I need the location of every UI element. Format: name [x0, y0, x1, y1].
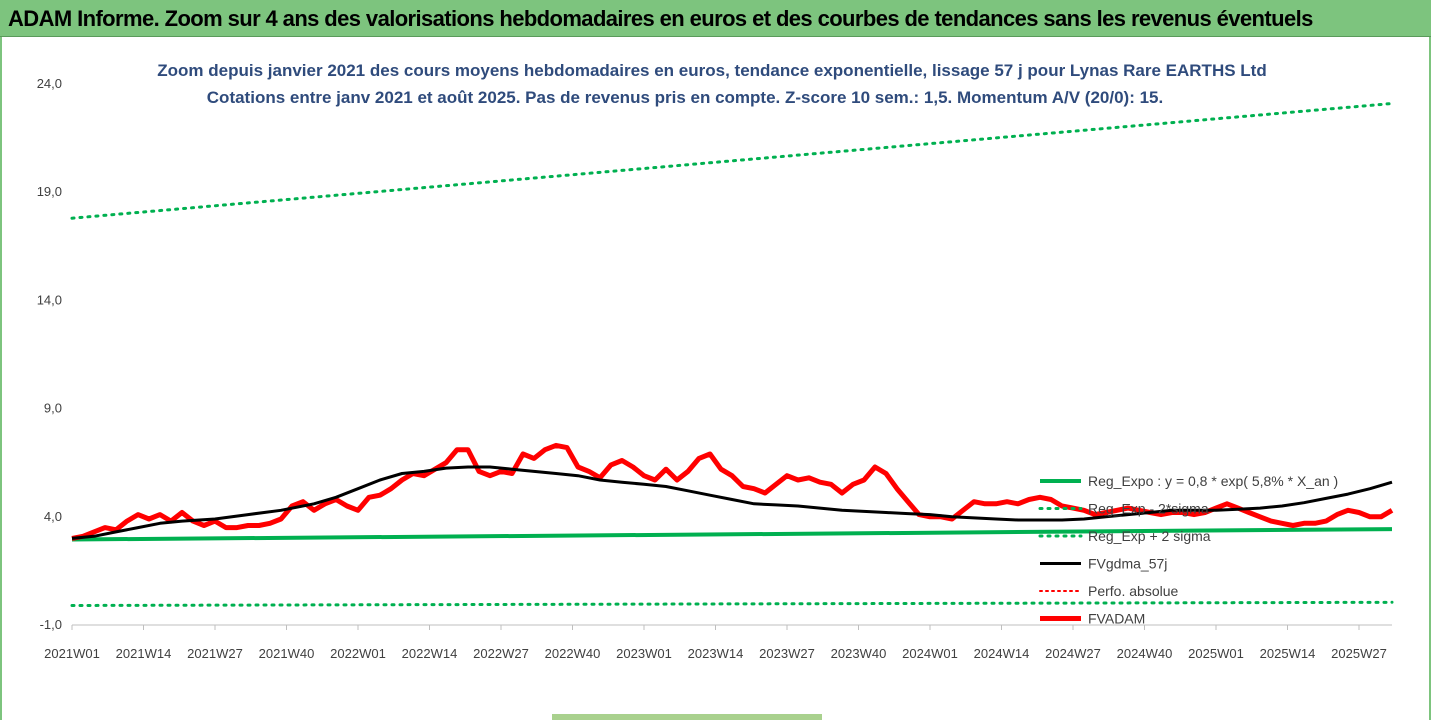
series-line-3: [70, 102, 1394, 220]
x-tick-label: 2024W40: [1117, 646, 1173, 661]
report-title: ADAM Informe. Zoom sur 4 ans des valoris…: [8, 6, 1313, 31]
chart-axes: -1,0 4,0 9,0 14,0 19,0 24,0 2021W01 2021W14 2021…: [37, 76, 1392, 661]
x-tick-label: 2021W40: [259, 646, 315, 661]
y-tick-label: 24,0: [37, 76, 62, 91]
legend-label: FVgdma_57j: [1088, 556, 1167, 572]
legend-label: Reg_Exp - 2*sigma: [1088, 501, 1209, 517]
x-tick-label: 2022W14: [402, 646, 458, 661]
series-line-4: [71, 465, 1393, 540]
x-tick-label: 2021W01: [44, 646, 100, 661]
x-tick-label: 2023W27: [759, 646, 815, 661]
chart-frame: [0, 37, 1431, 720]
y-tick-label: -1,0: [40, 617, 62, 632]
chart-legend: Reg_Expo : y = 0,8 * exp( 5,8% * X_an ) R…: [1038, 473, 1338, 627]
y-tick-label: 4,0: [44, 509, 62, 524]
report-banner: ADAM Informe. Zoom sur 4 ans des valoris…: [0, 0, 1431, 37]
x-tick-label: 2025W01: [1188, 646, 1244, 661]
y-tick-label: 19,0: [37, 184, 62, 199]
legend-label: Reg_Exp + 2 sigma: [1088, 528, 1211, 544]
x-tick-label: 2025W27: [1331, 646, 1387, 661]
legend-label: FVADAM: [1088, 611, 1145, 627]
x-tick-label: 2023W40: [831, 646, 887, 661]
series-line-2: [70, 600, 1394, 607]
x-tick-label: 2021W14: [116, 646, 172, 661]
x-tick-label: 2022W01: [330, 646, 386, 661]
chart-series: [70, 102, 1394, 607]
legend-label: Reg_Expo : y = 0,8 * exp( 5,8% * X_an ): [1088, 473, 1338, 489]
y-tick-label: 14,0: [37, 292, 62, 307]
y-tick-label: 9,0: [44, 401, 62, 416]
x-tick-label: 2023W01: [616, 646, 672, 661]
x-tick-label: 2023W14: [688, 646, 744, 661]
x-tick-label: 2024W27: [1045, 646, 1101, 661]
x-tick-label: 2024W01: [902, 646, 958, 661]
x-tick-label: 2022W27: [473, 646, 529, 661]
legend-label: Perfo. absolue: [1088, 583, 1178, 599]
series-line-1: [71, 527, 1393, 542]
series-line-6: [71, 442, 1394, 541]
sheet-tab-strip: [552, 714, 822, 720]
x-tick-label: 2025W14: [1260, 646, 1316, 661]
x-tick-label: 2024W14: [974, 646, 1030, 661]
x-tick-label: 2022W40: [545, 646, 601, 661]
chart-title: Zoom depuis janvier 2021 des cours moyen…: [157, 61, 1266, 80]
x-tick-label: 2021W27: [187, 646, 243, 661]
chart-subtitle: Cotations entre janv 2021 et août 2025. …: [207, 88, 1163, 107]
